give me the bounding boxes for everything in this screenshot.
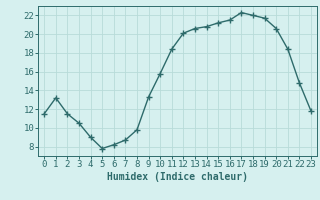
X-axis label: Humidex (Indice chaleur): Humidex (Indice chaleur) [107, 172, 248, 182]
